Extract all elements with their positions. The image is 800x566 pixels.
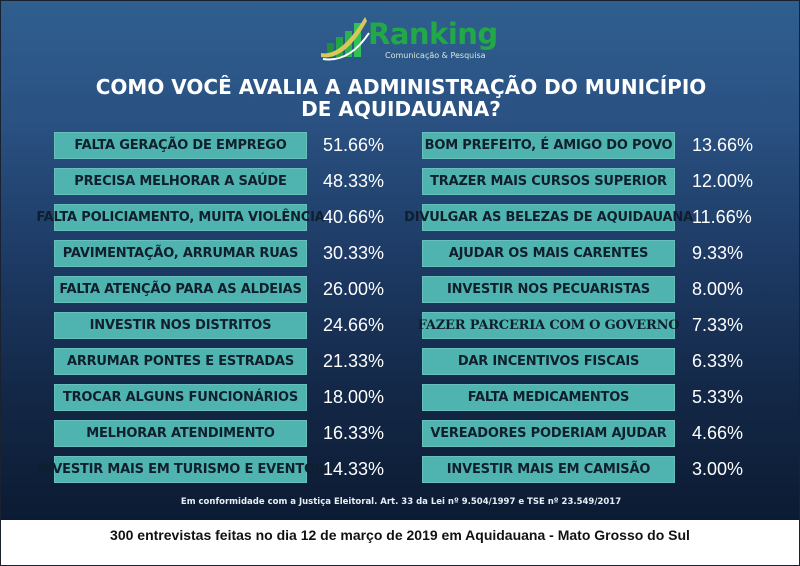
survey-panel: Ranking Comunicação & Pesquisa COMO VOCÊ…: [1, 1, 799, 520]
answer-percentage: 11.66%: [692, 207, 752, 227]
legal-footnote: Em conformidade com a Justiça Eleitoral.…: [180, 497, 622, 507]
answer-label: FALTA ATENÇÃO PARA AS ALDEIAS: [54, 276, 307, 303]
chart-title-line2: DE AQUIDAUANA?: [301, 97, 501, 121]
answer-percentage: 8.00%: [692, 279, 744, 299]
survey-info: 300 entrevistas feitas no dia 12 de març…: [110, 527, 690, 543]
answer-percentage: 30.33%: [323, 243, 385, 263]
answer-label: INVESTIR MAIS EM CAMISÃO: [422, 456, 675, 483]
answer-percentage: 21.33%: [323, 351, 385, 371]
answer-label: FALTA POLICIAMENTO, MUITA VIOLÊNCIA: [36, 204, 325, 231]
answer-label: INVESTIR MAIS EM TURISMO E EVENTOS: [37, 456, 324, 483]
answer-percentage: 7.33%: [692, 315, 744, 335]
answer-percentage: 51.66%: [323, 135, 385, 155]
answer-percentage: 14.33%: [323, 459, 385, 479]
answer-label: AJUDAR OS MAIS CARENTES: [422, 240, 675, 267]
answer-percentage: 48.33%: [323, 171, 385, 191]
chart-title-line1: COMO VOCÊ AVALIA A ADMINISTRAÇÃO DO MUNI…: [95, 75, 707, 99]
answer-label: BOM PREFEITO, É AMIGO DO POVO: [422, 132, 675, 159]
answer-percentage: 6.33%: [692, 351, 744, 371]
answer-label: FAZER PARCERIA COM O GOVERNO: [418, 312, 680, 339]
answer-label: FALTA MEDICAMENTOS: [422, 384, 675, 411]
answer-label: PAVIMENTAÇÃO, ARRUMAR RUAS: [54, 240, 307, 267]
answer-percentage: 5.33%: [692, 387, 744, 407]
answer-label: VEREADORES PODERIAM AJUDAR: [422, 420, 675, 447]
answer-percentage: 26.00%: [323, 279, 385, 299]
answer-label: MELHORAR ATENDIMENTO: [54, 420, 307, 447]
answer-label: DIVULGAR AS BELEZAS DE AQUIDAUANA: [404, 204, 693, 231]
answer-label: TRAZER MAIS CURSOS SUPERIOR: [422, 168, 675, 195]
answer-label: INVESTIR NOS PECUARISTAS: [422, 276, 675, 303]
logo-name: Ranking: [368, 17, 498, 51]
logo-tagline: Comunicação & Pesquisa: [385, 51, 486, 60]
answer-percentage: 18.00%: [323, 387, 385, 407]
answer-percentage: 13.66%: [692, 135, 754, 155]
chart-logo-icon: [321, 17, 370, 61]
answer-label: DAR INCENTIVOS FISCAIS: [422, 348, 675, 375]
answer-percentage: 3.00%: [692, 459, 744, 479]
answer-label: PRECISA MELHORAR A SAÚDE: [54, 168, 307, 195]
answer-percentage: 9.33%: [692, 243, 744, 263]
answer-label: INVESTIR NOS DISTRITOS: [54, 312, 307, 339]
ranking-logo: Ranking Comunicação & Pesquisa: [319, 13, 498, 65]
answer-percentage: 4.66%: [692, 423, 744, 443]
answer-percentage: 16.33%: [323, 423, 385, 443]
answer-percentage: 40.66%: [323, 207, 385, 227]
answer-percentage: 12.00%: [692, 171, 754, 191]
answer-label: FALTA GERAÇÃO DE EMPREGO: [54, 132, 307, 159]
answer-percentage: 24.66%: [323, 315, 385, 335]
answer-label: TROCAR ALGUNS FUNCIONÁRIOS: [54, 384, 307, 411]
answer-label: ARRUMAR PONTES E ESTRADAS: [54, 348, 307, 375]
